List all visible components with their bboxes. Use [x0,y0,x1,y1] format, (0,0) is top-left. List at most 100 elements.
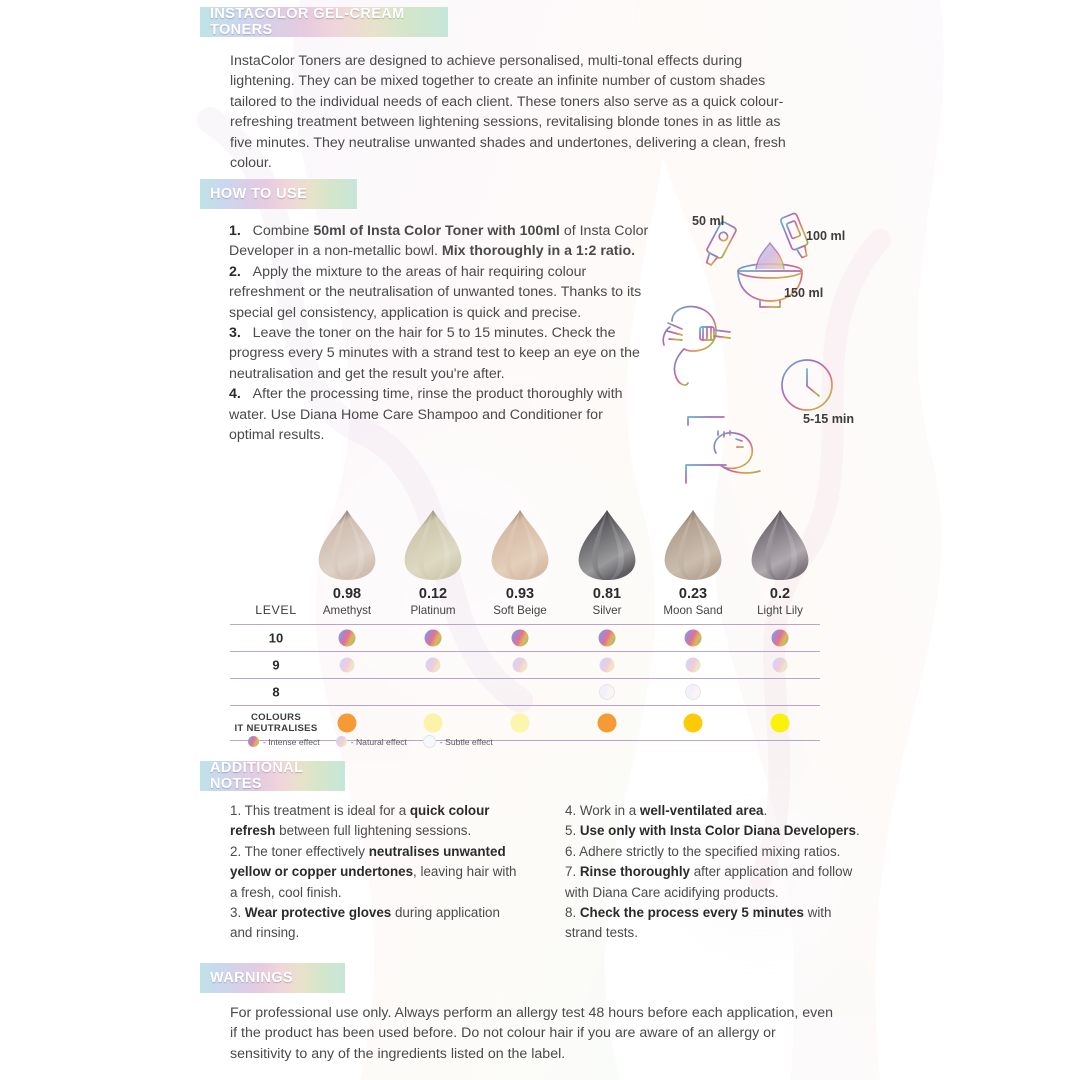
step-number: 3. [229,325,241,342]
grid-row: 10 [230,624,820,651]
note-item: 6. Adhere strictly to the specified mixi… [565,843,841,859]
note-item: 1. This treatment is ideal for a quick c… [230,803,490,839]
shade-code: 0.12 [418,586,448,602]
grid-row-label: 8 [272,684,280,700]
effect-legend: - Intense effect - Natural effect - Subtle… [248,735,503,748]
warnings-paragraph: For professional use only. Always perfor… [230,1005,834,1062]
legend-label: - Subtle effect [439,736,493,747]
legend-dot-natural [335,736,347,747]
note-item: 3. Wear protective gloves during applica… [230,905,500,941]
note-item: 2. The toner effectively neutralises unw… [230,843,517,900]
label-toner-amount: 50 ml [692,214,725,228]
rinsing-head-icon [685,416,761,484]
note-item: 7. Rinse thoroughly after application an… [565,864,853,900]
grid-row-label: COLOURS IT NEUTRALISES [234,712,318,734]
clock-icon [781,359,833,411]
hair-swatch-icon [318,510,376,580]
how-to-use-steps: 1. Combine 50ml of Insta Color Toner wit… [229,221,649,445]
head-brush-application-icon [662,305,731,386]
legend-item: - Natural effect [335,736,407,747]
hair-swatch-icon [491,510,549,580]
legend-label: - Natural effect [350,736,407,747]
shade-code: 0.23 [678,586,708,602]
grid-row-label: 10 [268,630,284,646]
shade-code: 0.81 [592,586,622,602]
effect-dot-intense[interactable] [684,629,702,647]
hair-swatch-icon [578,510,636,580]
neutralises-dot[interactable] [597,713,617,733]
shade-column[interactable]: 0.12 Platinum [390,508,476,617]
label-developer-amount: 100 ml [806,229,846,243]
note-item: 4. Work in a well-ventilated area. [565,803,768,818]
neutralises-dot[interactable] [510,713,530,733]
effect-dot-subtle[interactable] [599,684,615,700]
how-to-step: 1. Combine 50ml of Insta Color Toner wit… [229,223,649,260]
intro-paragraph: InstaColor Toners are designed to achiev… [230,53,786,172]
label-bowl-total: 150 ml [784,286,824,300]
grid-row-label: 9 [272,657,280,673]
effect-dot-natural[interactable] [772,657,788,673]
shade-column[interactable]: 0.23 Moon Sand [650,508,736,617]
shade-column[interactable]: 0.98 Amethyst [304,508,390,617]
shade-column[interactable]: 0.2 Light Lily [737,508,823,617]
shade-name: Platinum [410,604,456,617]
shade-name: Soft Beige [493,604,547,617]
effect-dot-natural[interactable] [339,657,355,673]
shade-code: 0.98 [332,586,362,602]
hair-swatch-icon [404,510,462,580]
note-item: 5. Use only with Insta Color Diana Devel… [565,823,860,839]
neutralises-dot[interactable] [683,713,703,733]
shade-name: Light Lily [757,604,803,617]
section-header-label: WARNINGS [210,970,293,986]
effect-dot-intense[interactable] [771,629,789,647]
additional-notes-right-column: 4. Work in a well-ventilated area. 5. Use… [565,801,860,944]
how-to-step: 2. Apply the mixture to the areas of hai… [229,263,642,321]
additional-notes-left-column: 1. This treatment is ideal for a quick c… [230,801,520,944]
hair-swatch-icon [751,510,809,580]
effect-dot-natural[interactable] [599,657,615,673]
section-header-warnings: WARNINGS [200,963,345,993]
section-header-label: INSTACOLOR GEL-CREAM TONERS [210,6,405,38]
legend-label: - Intense effect [263,736,320,747]
section-header-how-to-use: HOW TO USE [200,179,357,209]
legend-dot-intense [248,736,259,747]
hair-swatch-icon [664,510,722,580]
shade-code: 0.2 [769,586,791,602]
shade-column[interactable]: 0.93 Soft Beige [477,508,563,617]
shade-level-grid: 10 9 8 COLOURS IT NEUTRALISES [230,624,820,741]
legend-item: - Intense effect [248,736,320,747]
legend-item: - Subtle effect [422,735,493,748]
section-header-label: HOW TO USE [210,186,308,202]
effect-dot-natural[interactable] [425,657,441,673]
effect-dot-intense[interactable] [598,629,616,647]
grid-row: 8 [230,678,820,705]
step-number: 4. [229,386,241,403]
shade-name: Amethyst [322,604,372,617]
effect-dot-intense[interactable] [424,629,442,647]
neutralises-dot[interactable] [423,713,443,733]
application-illustrations [660,205,900,505]
step-number: 2. [229,263,241,280]
how-to-step: 4. After the processing time, rinse the … [229,386,623,444]
shade-column[interactable]: 0.81 Silver [564,508,650,617]
label-processing-time: 5-15 min [803,412,855,426]
neutralises-dot[interactable] [337,713,357,733]
legend-dot-subtle [422,735,436,748]
effect-dot-natural[interactable] [512,657,528,673]
shade-name: Silver [592,604,622,617]
section-header-instacolor-toners: INSTACOLOR GEL-CREAM TONERS [200,6,448,38]
neutralises-dot[interactable] [770,713,790,733]
level-column-label: LEVEL [255,603,297,617]
effect-dot-natural[interactable] [685,657,701,673]
shade-code: 0.93 [505,586,535,602]
shade-name: Moon Sand [663,604,723,617]
effect-dot-intense[interactable] [338,629,356,647]
tube-toner-icon [705,221,737,266]
how-to-step: 3. Leave the toner on the hair for 5 to … [229,325,640,382]
section-header-label: ADDITIONAL NOTES [210,760,304,792]
effect-dot-intense[interactable] [511,629,529,647]
section-header-additional-notes: ADDITIONAL NOTES [200,760,345,792]
effect-dot-subtle[interactable] [685,684,701,700]
grid-row: 9 [230,651,820,678]
